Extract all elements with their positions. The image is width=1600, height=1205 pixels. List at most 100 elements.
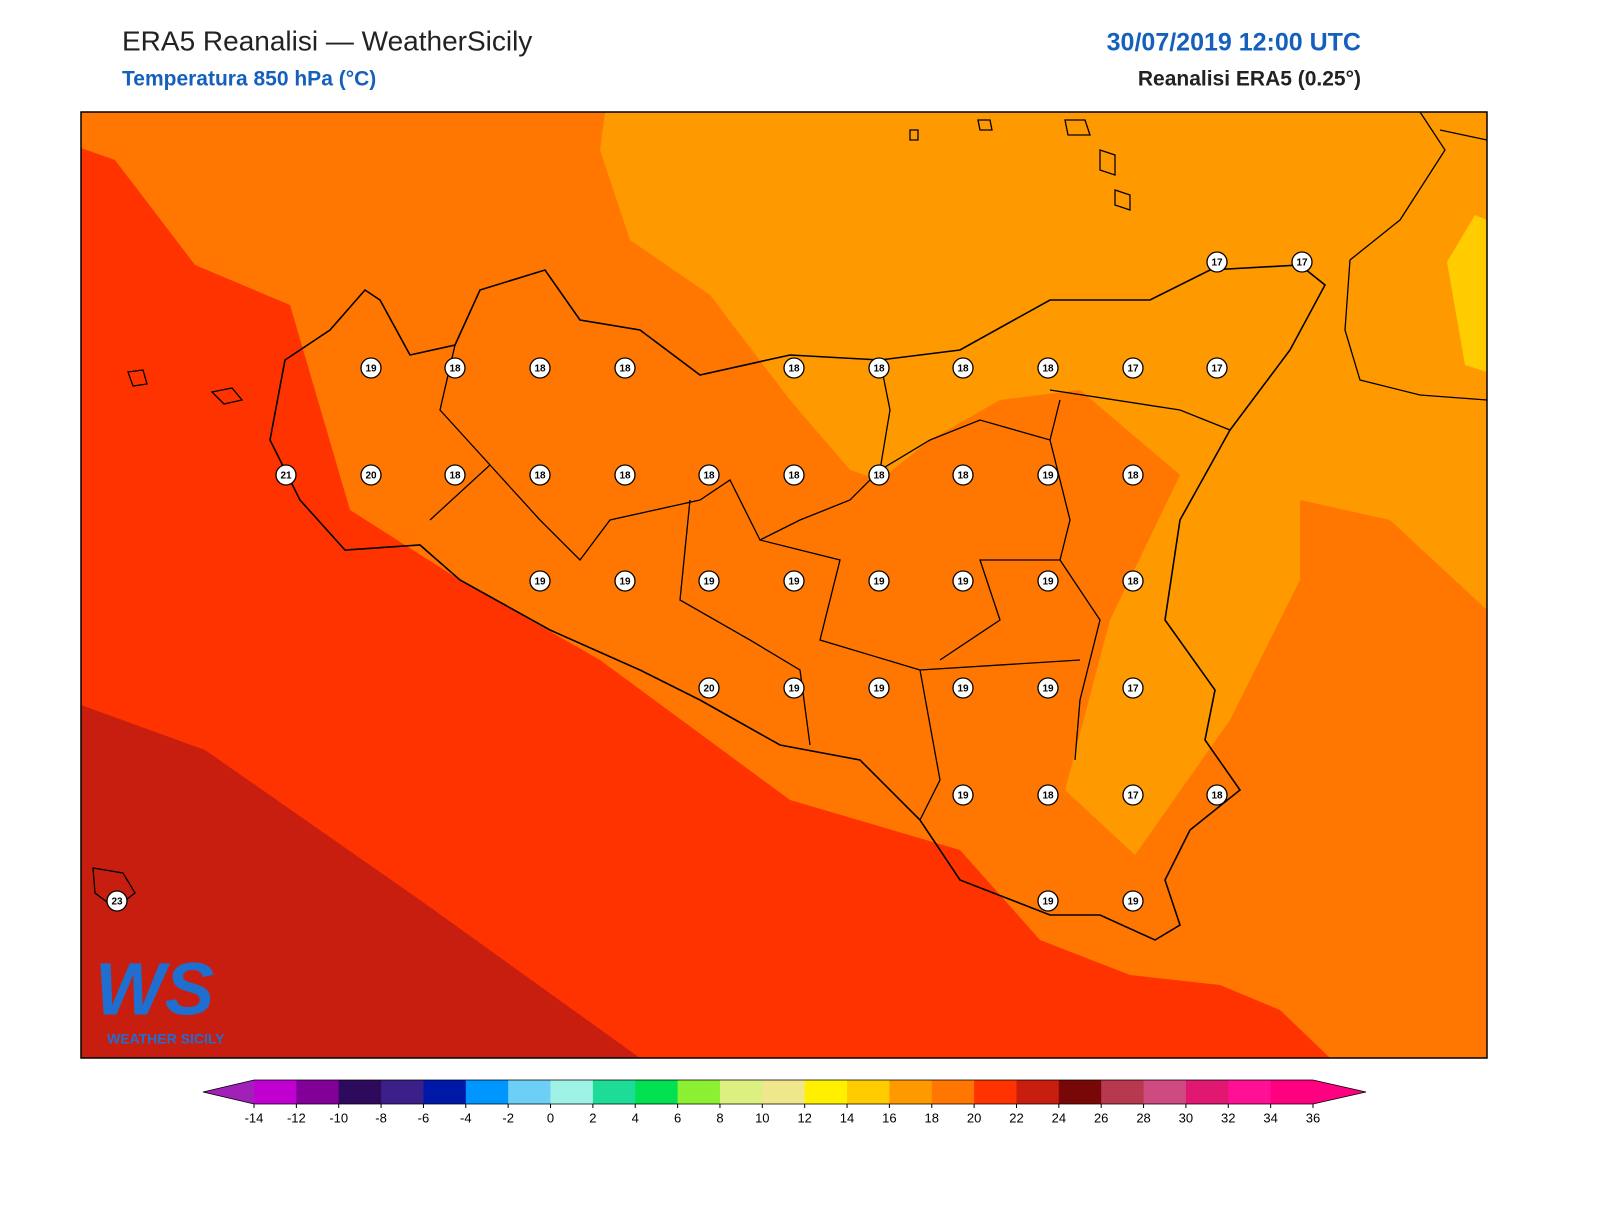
colorbar-swatch [550,1080,594,1104]
band [1447,215,1487,372]
station-marker [1122,890,1144,912]
colorbar-swatch [635,1080,679,1104]
station-marker [783,464,805,486]
station-marker [1037,784,1059,806]
colorbar-tick-label: 6 [674,1110,681,1125]
colorbar-swatch [1270,1080,1314,1104]
map-frame [80,111,1488,1059]
station-marker [868,464,890,486]
station-value: 18 [1211,791,1223,802]
station-marker [1122,464,1144,486]
station-marker [1037,677,1059,699]
colorbar-tick-label: 16 [882,1110,896,1125]
station-value: 23 [111,897,123,908]
calabria-coast [1344,112,1487,401]
station-value: 18 [788,471,800,482]
station-marker [1122,357,1144,379]
colorbar-tick-label: -8 [375,1110,387,1125]
colorbar-swatch [677,1080,721,1104]
colorbar-tick-label: 8 [716,1110,723,1125]
colorbar-tick-label: 28 [1136,1110,1150,1125]
station-value: 18 [873,471,885,482]
station-marker [614,357,636,379]
station-marker [444,464,466,486]
station-value: 19 [1042,684,1054,695]
colorbar-swatch [1058,1080,1102,1104]
subtitle: Temperatura 850 hPa (°C) [122,68,376,91]
colorbar-tick-label: 12 [797,1110,811,1125]
station-value: 20 [703,684,715,695]
station-value: 19 [788,577,800,588]
station-value: 18 [957,471,969,482]
station-value: 18 [957,364,969,375]
station-marker [614,570,636,592]
colorbar-extend-high [1313,1080,1366,1104]
colorbar-swatch [465,1080,509,1104]
colorbar-swatch [1228,1080,1272,1104]
station-marker [106,890,128,912]
station-marker [952,677,974,699]
station-value: 17 [1211,258,1223,269]
station-marker [952,784,974,806]
station-marker [444,357,466,379]
colorbar-swatch [719,1080,763,1104]
colorbar-swatch [889,1080,933,1104]
band [81,148,1330,1058]
colorbar-tick-label: 26 [1094,1110,1108,1125]
station-marker [614,464,636,486]
station-marker [783,357,805,379]
station-value: 17 [1127,791,1139,802]
station-marker [868,357,890,379]
station-marker [360,357,382,379]
station-value: 19 [873,684,885,695]
station-value: 18 [873,364,885,375]
colorbar-tick-label: 32 [1221,1110,1235,1125]
logo-letters: WS [95,948,214,1031]
colorbar-swatch [592,1080,636,1104]
station-marker [1037,464,1059,486]
station-marker [1037,570,1059,592]
colorbar-swatch [1101,1080,1145,1104]
station-marker [1206,251,1228,273]
station-value: 17 [1211,364,1223,375]
station-marker [1291,251,1313,273]
station-value: 18 [449,364,461,375]
station-value: 18 [619,364,631,375]
station-value: 18 [619,471,631,482]
station-value: 19 [619,577,631,588]
logo: WS WEATHER SICILY [95,948,225,1047]
station-marker [529,570,551,592]
colorbar-swatch [974,1080,1017,1104]
colorbar-tick-label: 10 [755,1110,769,1125]
station-value: 17 [1127,684,1139,695]
colorbar-swatch [296,1080,340,1104]
station-value: 18 [1127,577,1139,588]
station-value: 19 [1042,471,1054,482]
station-marker [698,677,720,699]
station-value: 19 [1127,897,1139,908]
station-value: 18 [1127,471,1139,482]
colorbar-tick-label: 2 [589,1110,596,1125]
station-value: 19 [873,577,885,588]
station-value: 20 [365,471,377,482]
station-marker [1206,357,1228,379]
station-value: 18 [534,471,546,482]
station-value: 19 [703,577,715,588]
colorbar-tick-label: 30 [1179,1110,1193,1125]
station-marker [1122,677,1144,699]
station-value: 17 [1127,364,1139,375]
colorbar-swatch [338,1080,382,1104]
station-marker [529,464,551,486]
station-value: 18 [1042,791,1054,802]
datetime: 30/07/2019 12:00 UTC [1107,29,1361,57]
station-value: 19 [957,791,969,802]
colorbar-tick-label: -2 [502,1110,514,1125]
station-marker [1206,784,1228,806]
title: ERA5 Reanalisi — WeatherSicily [122,25,532,56]
station-value: 18 [703,471,715,482]
station-value: 21 [280,471,292,482]
colorbar-tick-label: 20 [967,1110,981,1125]
colorbar-tick-label: 22 [1009,1110,1023,1125]
colorbar-tick-label: -4 [460,1110,472,1125]
